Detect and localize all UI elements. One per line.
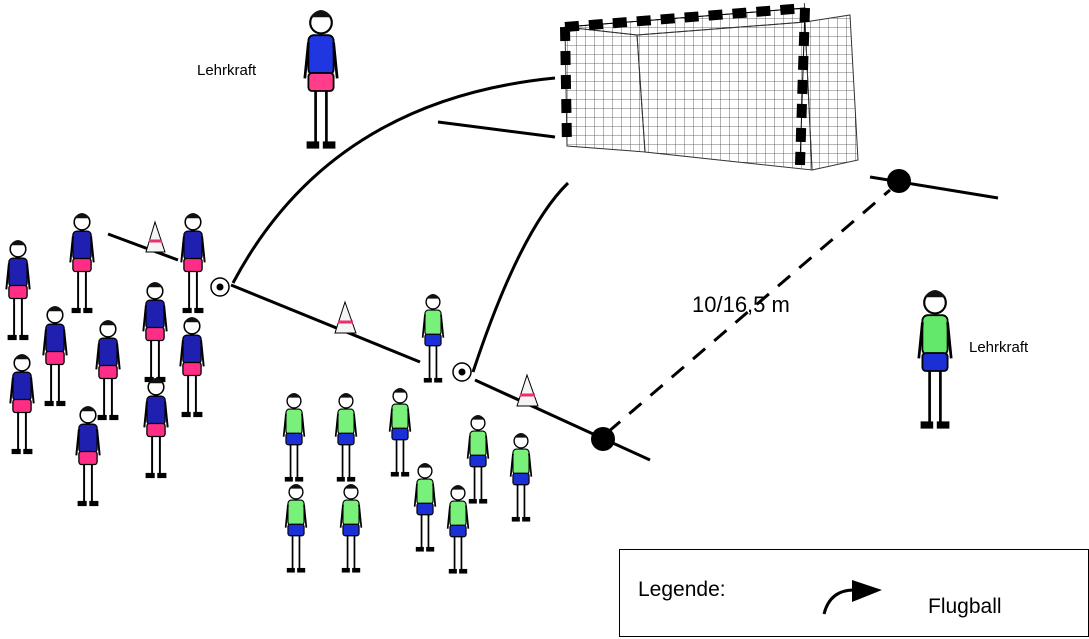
player-team-a <box>179 317 205 418</box>
ball-icon <box>452 362 472 382</box>
passing-lane <box>230 283 421 364</box>
player-team-b <box>413 463 437 552</box>
legend: Legende: Flugball <box>619 549 1089 637</box>
distance-line <box>607 188 891 434</box>
cone-icon <box>516 373 539 407</box>
player-team-a <box>42 306 68 407</box>
passing-lane-2 <box>474 378 651 462</box>
team-a-line <box>107 232 179 262</box>
player-team-a <box>5 240 31 341</box>
player-team-b <box>334 393 358 482</box>
flight-path-long <box>231 76 556 284</box>
legend-title: Legende: <box>638 578 726 601</box>
goal-line-segment <box>437 120 556 139</box>
player-team-b <box>284 484 308 573</box>
teacher-label-top: Lehrkraft <box>197 62 257 79</box>
player-team-b <box>282 393 306 482</box>
player-team-a <box>142 282 168 383</box>
player-team-b <box>509 433 533 522</box>
teacher-label-right: Lehrkraft <box>969 339 1029 356</box>
cone-icon <box>334 300 357 334</box>
teacher-figure-top <box>303 10 339 149</box>
distance-label: 10/16,5 m <box>692 292 790 317</box>
player-team-b <box>446 485 470 574</box>
marker-dot <box>591 427 615 451</box>
player-team-b <box>388 388 412 477</box>
player-team-a <box>143 378 169 479</box>
legend-flugball-label: Flugball <box>928 595 1002 618</box>
field-lines <box>107 76 999 462</box>
player-team-a <box>75 406 101 507</box>
ball-icon <box>210 277 230 297</box>
player-team-a <box>180 213 206 314</box>
player-team-b <box>339 484 363 573</box>
teacher-figure-right <box>917 290 953 429</box>
player-team-b <box>421 294 445 383</box>
cone-icon <box>145 220 166 253</box>
player-team-b <box>466 415 490 504</box>
player-team-a <box>95 320 121 421</box>
marker-dot <box>887 169 911 193</box>
player-team-a <box>9 354 35 455</box>
players <box>5 10 953 574</box>
curved-arrow-icon <box>822 580 882 615</box>
player-team-a <box>69 213 95 314</box>
goal-net <box>560 3 859 171</box>
flight-path-short <box>471 181 570 373</box>
